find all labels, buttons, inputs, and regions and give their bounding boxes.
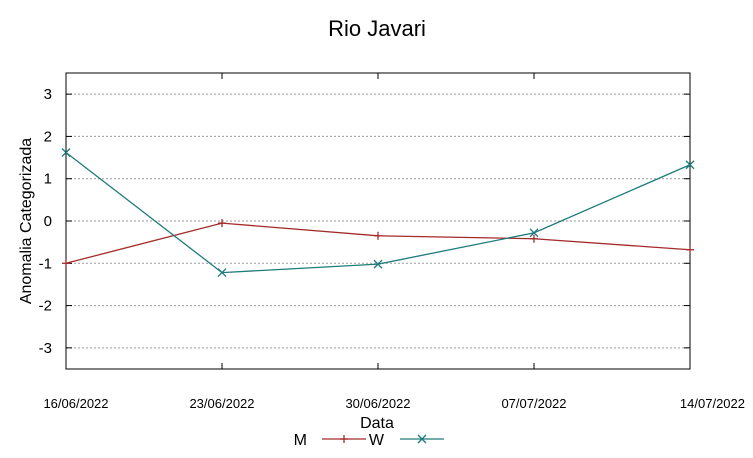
series-layer bbox=[61, 148, 695, 278]
data-point-w bbox=[529, 228, 539, 238]
x-tick-label: 14/07/2022 bbox=[680, 396, 745, 411]
data-point-m bbox=[374, 231, 382, 240]
data-point-w bbox=[685, 160, 695, 170]
x-tick-label: 30/06/2022 bbox=[345, 396, 410, 411]
legend-marker-m bbox=[340, 435, 348, 443]
data-point-m bbox=[218, 219, 226, 228]
y-tick-label: -3 bbox=[39, 340, 52, 357]
data-point-m bbox=[686, 245, 694, 254]
data-point-w bbox=[61, 148, 71, 157]
legend-label-w: W bbox=[369, 432, 385, 449]
legend-marker-w bbox=[417, 434, 427, 444]
chart-title: Rio Javari bbox=[328, 16, 426, 41]
x-tick-label: 16/06/2022 bbox=[43, 396, 108, 411]
y-tick-label: 1 bbox=[44, 171, 52, 188]
grid bbox=[66, 93, 690, 349]
series-line-m bbox=[65, 222, 691, 264]
y-axis-label: Anomalia Categorizada bbox=[18, 138, 35, 304]
x-axis-ticks: 16/06/2022 23/06/2022 30/06/2022 07/07/2022… bbox=[43, 73, 745, 411]
x-tick-label: 23/06/2022 bbox=[189, 396, 254, 411]
y-tick-label: -2 bbox=[39, 298, 52, 315]
y-axis-ticks: 3 2 1 0 -1 -2 -3 bbox=[39, 86, 690, 357]
data-point-m bbox=[530, 234, 538, 243]
series-line-w bbox=[65, 151, 691, 274]
y-tick-label: 3 bbox=[44, 86, 52, 103]
data-point-m bbox=[62, 259, 70, 268]
y-tick-label: 2 bbox=[44, 128, 52, 145]
data-point-w bbox=[217, 268, 227, 278]
y-tick-label: 0 bbox=[44, 213, 52, 230]
x-tick-label: 07/07/2022 bbox=[501, 396, 566, 411]
x-axis-label: Data bbox=[360, 415, 394, 432]
y-tick-label: -1 bbox=[39, 255, 52, 272]
data-point-w bbox=[373, 259, 383, 269]
legend-label-m: M bbox=[294, 432, 307, 449]
